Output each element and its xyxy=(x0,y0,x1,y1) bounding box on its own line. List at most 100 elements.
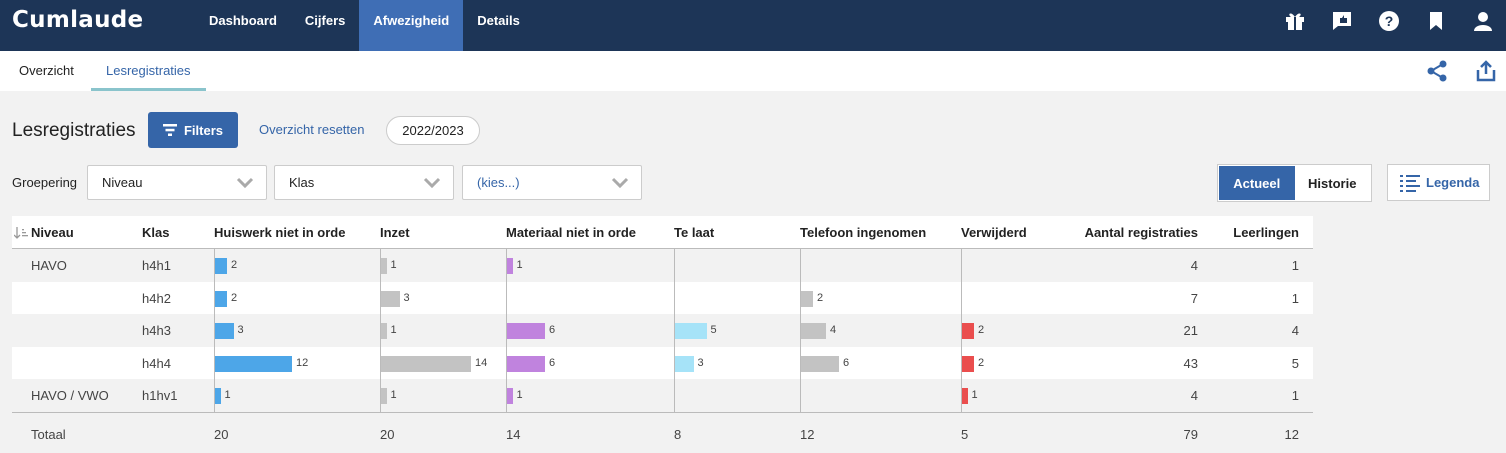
col-header-verwijderd[interactable]: Verwijderd xyxy=(961,225,1027,240)
chevron-down-icon xyxy=(236,177,254,189)
cell-aantal: 7 xyxy=(1190,290,1198,306)
bar-materiaal[interactable] xyxy=(506,388,513,404)
help-icon[interactable]: ? xyxy=(1365,0,1412,42)
bar-value-verwijderd: 1 xyxy=(971,389,978,401)
bar-value-telefoon: 2 xyxy=(817,291,824,304)
bar-telefoon[interactable] xyxy=(800,323,826,339)
col-header-niveau[interactable]: Niveau xyxy=(31,225,74,240)
bar-te-laat[interactable] xyxy=(674,323,707,339)
bar-value-inzet: 3 xyxy=(403,291,410,304)
table-row[interactable]: HAVO / VWO h1hv1 1 1 1 1 4 1 xyxy=(12,379,1313,412)
bar-huiswerk[interactable] xyxy=(214,290,227,307)
bar-verwijderd[interactable] xyxy=(961,355,974,372)
col-header-telefoon[interactable]: Telefoon ingenomen xyxy=(800,225,927,240)
col-header-inzet[interactable]: Inzet xyxy=(380,225,410,240)
toggle-historie[interactable]: Historie xyxy=(1308,175,1357,191)
cell-klas: h4h3 xyxy=(142,323,171,338)
total-te-laat: 8 xyxy=(674,427,682,442)
column-axis-line xyxy=(961,249,962,412)
totals-row: Totaal 20 20 14 8 12 5 79 12 xyxy=(12,418,1313,451)
filter-icon xyxy=(162,124,177,136)
bar-huiswerk[interactable] xyxy=(214,388,221,404)
total-materiaal: 14 xyxy=(506,427,521,442)
svg-text:?: ? xyxy=(1384,13,1393,29)
bar-value-materiaal: 1 xyxy=(516,259,523,271)
feedback-icon[interactable] xyxy=(1318,0,1365,42)
legend-button[interactable]: Legenda xyxy=(1387,164,1490,201)
select-value: Niveau xyxy=(102,175,143,190)
grouping-select-1[interactable]: Niveau xyxy=(87,165,267,200)
cell-klas: h4h2 xyxy=(142,290,171,306)
cell-niveau: HAVO xyxy=(31,258,67,273)
user-icon[interactable] xyxy=(1459,0,1506,42)
tab-overzicht[interactable]: Overzicht xyxy=(19,63,74,78)
totals-divider xyxy=(12,412,1313,413)
bar-huiswerk[interactable] xyxy=(214,323,234,339)
bar-telefoon[interactable] xyxy=(800,290,813,307)
reset-overview-link[interactable]: Overzicht resetten xyxy=(259,122,365,137)
cell-leerlingen: 1 xyxy=(1291,258,1299,273)
bar-telefoon[interactable] xyxy=(800,355,839,372)
table-row[interactable]: h4h3 3 1 6 5 4 2 21 4 xyxy=(12,314,1313,347)
total-aantal: 79 xyxy=(1183,427,1198,442)
nav-afwezigheid[interactable]: Afwezigheid xyxy=(359,0,464,51)
registrations-table: Niveau Klas Huiswerk niet in orde Inzet … xyxy=(12,216,1313,453)
bookmark-icon[interactable] xyxy=(1412,0,1459,42)
app-logo[interactable]: Cumlaude xyxy=(12,7,144,33)
column-axis-line xyxy=(800,249,801,412)
bar-inzet[interactable] xyxy=(380,290,400,307)
bar-inzet[interactable] xyxy=(380,258,387,274)
table-row[interactable]: h4h4 12 14 6 3 6 2 43 5 xyxy=(12,346,1313,380)
total-leerlingen: 12 xyxy=(1284,427,1299,442)
bar-value-inzet: 1 xyxy=(390,389,397,401)
legend-label: Legenda xyxy=(1426,175,1480,190)
bar-value-huiswerk: 2 xyxy=(231,291,238,304)
bar-huiswerk[interactable] xyxy=(214,258,227,274)
bar-materiaal[interactable] xyxy=(506,258,513,274)
table-row[interactable]: HAVO h4h1 2 1 1 4 1 xyxy=(12,249,1313,282)
nav-details[interactable]: Details xyxy=(477,13,520,28)
grouping-select-3[interactable]: (kies...) xyxy=(462,165,642,200)
toggle-actueel[interactable]: Actueel xyxy=(1219,166,1295,200)
table-row[interactable]: h4h2 2 3 2 7 1 xyxy=(12,281,1313,315)
filters-label: Filters xyxy=(183,122,223,138)
cell-niveau: HAVO / VWO xyxy=(31,388,109,403)
nav-dashboard[interactable]: Dashboard xyxy=(209,13,277,28)
bar-inzet[interactable] xyxy=(380,388,387,404)
gift-icon[interactable] xyxy=(1271,0,1318,42)
col-header-klas[interactable]: Klas xyxy=(142,225,170,240)
school-year-selector[interactable]: 2022/2023 xyxy=(386,116,480,145)
bar-verwijderd[interactable] xyxy=(961,388,968,404)
col-header-te-laat[interactable]: Te laat xyxy=(674,225,715,240)
bar-value-te-laat: 5 xyxy=(710,324,717,336)
bar-value-huiswerk: 3 xyxy=(237,324,244,336)
page-title: Lesregistraties xyxy=(12,120,136,141)
grouping-select-2[interactable]: Klas xyxy=(274,165,454,200)
bar-te-laat[interactable] xyxy=(674,355,694,372)
total-inzet: 20 xyxy=(380,427,395,442)
sort-icon[interactable] xyxy=(14,227,28,239)
cell-aantal: 43 xyxy=(1183,355,1198,371)
tab-lesregistraties[interactable]: Lesregistraties xyxy=(91,51,206,91)
nav-cijfers[interactable]: Cijfers xyxy=(304,13,346,28)
bar-huiswerk[interactable] xyxy=(214,355,292,372)
col-header-materiaal[interactable]: Materiaal niet in orde xyxy=(506,225,637,240)
share-icon[interactable] xyxy=(1425,59,1449,83)
col-header-leerlingen[interactable]: Leerlingen xyxy=(1233,225,1299,240)
table-header: Niveau Klas Huiswerk niet in orde Inzet … xyxy=(12,216,1313,249)
bar-inzet[interactable] xyxy=(380,355,471,372)
filters-button[interactable]: Filters xyxy=(148,112,238,148)
bar-value-te-laat: 3 xyxy=(697,356,704,369)
bar-value-verwijderd: 2 xyxy=(978,356,985,369)
bar-verwijderd[interactable] xyxy=(961,323,974,339)
col-header-aantal[interactable]: Aantal registraties xyxy=(1084,225,1198,240)
bar-materiaal[interactable] xyxy=(506,323,545,339)
total-telefoon: 12 xyxy=(800,427,815,442)
bar-inzet[interactable] xyxy=(380,323,387,339)
col-header-huiswerk[interactable]: Huiswerk niet in orde xyxy=(214,225,346,240)
bar-value-huiswerk: 12 xyxy=(296,356,309,369)
bar-materiaal[interactable] xyxy=(506,355,545,372)
bar-value-huiswerk: 2 xyxy=(231,259,238,271)
export-icon[interactable] xyxy=(1474,59,1498,83)
sub-navigation: Overzicht Lesregistraties xyxy=(0,51,1506,91)
